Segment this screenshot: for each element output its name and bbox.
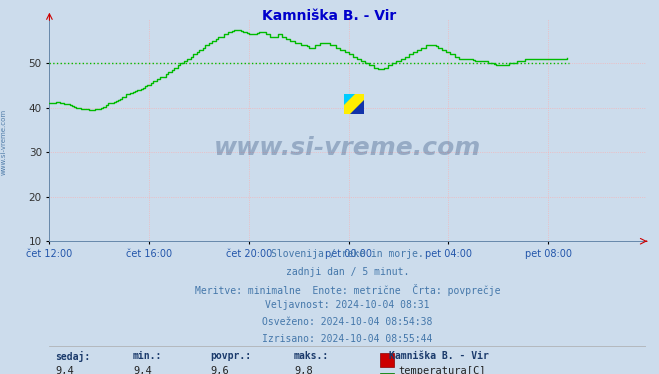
Bar [380, 373, 393, 374]
Text: Slovenija / reke in morje.: Slovenija / reke in morje. [272, 249, 424, 259]
Text: Kamniška B. - Vir: Kamniška B. - Vir [389, 351, 489, 361]
Bar [380, 353, 393, 367]
Text: sedaj:: sedaj: [55, 351, 91, 362]
Polygon shape [344, 94, 355, 105]
Text: Veljavnost: 2024-10-04 08:31: Veljavnost: 2024-10-04 08:31 [266, 300, 430, 310]
Text: www.si-vreme.com: www.si-vreme.com [0, 109, 7, 175]
Text: Osveženo: 2024-10-04 08:54:38: Osveženo: 2024-10-04 08:54:38 [262, 317, 433, 327]
Text: temperatura[C]: temperatura[C] [398, 366, 486, 374]
Text: Kamniška B. - Vir: Kamniška B. - Vir [262, 9, 397, 23]
Text: Izrisano: 2024-10-04 08:55:44: Izrisano: 2024-10-04 08:55:44 [262, 334, 433, 344]
Text: Meritve: minimalne  Enote: metrične  Črta: povprečje: Meritve: minimalne Enote: metrične Črta:… [195, 283, 500, 296]
Text: maks.:: maks.: [294, 351, 330, 361]
Text: min.:: min.: [133, 351, 162, 361]
Text: 9,4: 9,4 [133, 366, 152, 374]
Text: zadnji dan / 5 minut.: zadnji dan / 5 minut. [286, 267, 409, 277]
Text: 9,6: 9,6 [210, 366, 229, 374]
Text: 9,8: 9,8 [294, 366, 313, 374]
Text: povpr.:: povpr.: [210, 351, 252, 361]
Text: 9,4: 9,4 [55, 366, 74, 374]
Polygon shape [351, 100, 364, 114]
Text: www.si-vreme.com: www.si-vreme.com [214, 136, 481, 160]
